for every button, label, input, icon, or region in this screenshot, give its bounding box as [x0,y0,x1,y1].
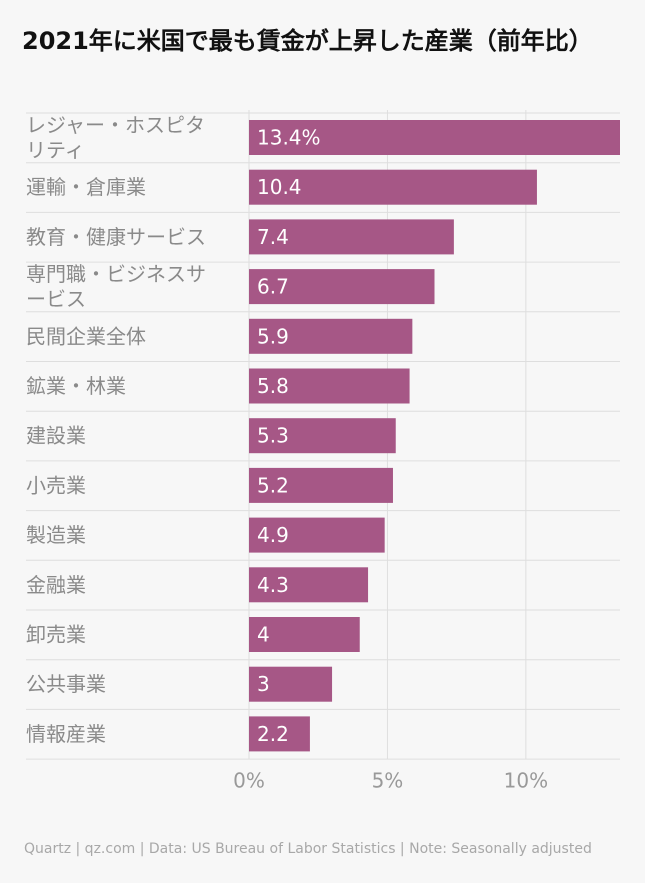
bar-value-label: 5.9 [257,324,289,348]
bar [249,269,435,305]
category-label: レジャー・ホスピタリティ [26,113,205,162]
category-label: 製造業 [26,523,86,547]
category-label: 民間企業全体 [26,324,146,348]
category-label: 建設業 [26,424,86,448]
category-label: 公共事業 [26,672,106,696]
bar-value-label: 4 [257,623,270,647]
category-label: 小売業 [26,473,86,497]
bar [249,666,333,702]
bar [249,567,369,603]
bar-value-label: 2.2 [257,722,289,746]
bar [249,716,310,752]
category-label: 情報産業 [26,722,106,746]
bar [249,467,393,503]
bar [249,368,410,404]
bar [249,418,396,454]
bar-value-label: 13.4% [257,126,321,150]
bar-value-label: 4.3 [257,573,289,597]
bar [249,120,620,155]
x-tick-label: 0% [233,768,265,792]
category-label: 卸売業 [26,623,86,647]
category-label: 鉱業・林業 [26,374,126,398]
chart-title: 2021年に米国で最も賃金が上昇した産業（前年比） [22,27,593,55]
category-label: 金融業 [26,573,86,597]
bar-value-label: 3 [257,672,270,696]
bar [249,617,360,652]
bar-value-label: 5.8 [257,374,289,398]
source-footer: Quartz | qz.com | Data: US Bureau of Lab… [24,841,592,857]
category-label: 運輸・倉庫業 [26,175,146,199]
category-label: 教育・健康サービス [26,225,206,249]
bar-value-label: 4.9 [257,523,289,547]
bar [249,318,413,354]
bars-layer [249,120,620,752]
bar-value-label: 5.3 [257,424,289,448]
grid-layer [26,110,620,760]
bar-value-label: 6.7 [257,275,289,299]
bar-value-label: 10.4 [257,175,302,199]
labels-layer: 13.4% レジャー・ホスピタリティ 10.4 運輸・倉庫業 7.4 教育・健康サービス 6… [26,113,321,746]
x-tick-label: 10% [504,768,548,792]
bar [249,219,454,255]
bar [249,169,537,205]
bar [249,517,385,553]
category-label: 専門職・ビジネスサービス [26,262,206,311]
x-tick-label: 5% [372,768,404,792]
x-axis-ticks: 0% 5% 10% [233,768,548,792]
bar-value-label: 7.4 [257,225,289,249]
bar-value-label: 5.2 [257,473,289,497]
